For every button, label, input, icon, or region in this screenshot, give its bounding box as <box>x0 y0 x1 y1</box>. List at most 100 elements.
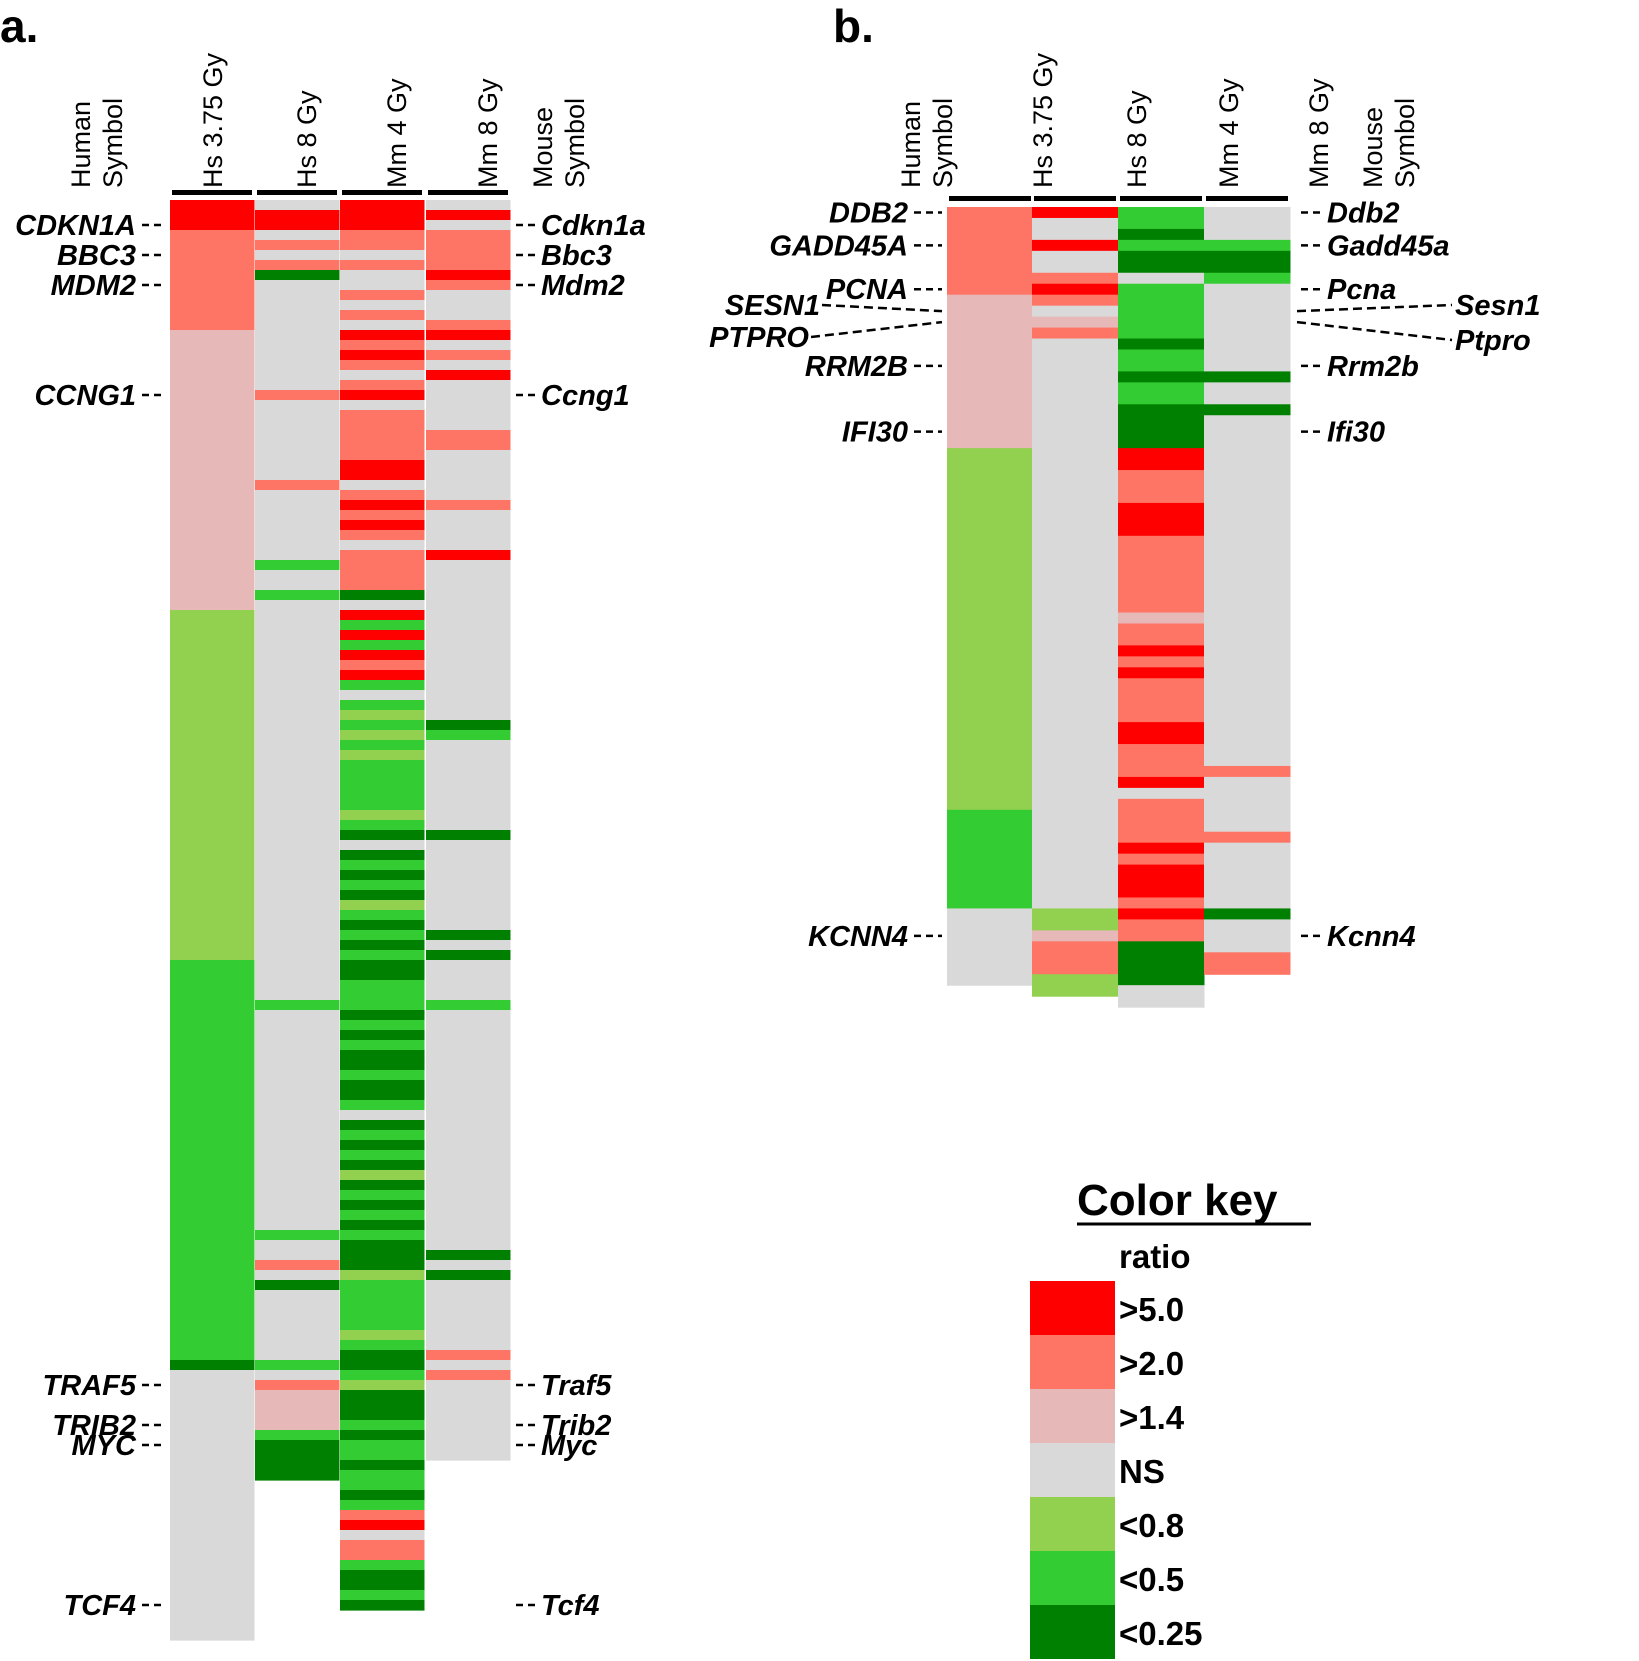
heatmap-cell <box>1118 787 1205 800</box>
heatmap-cell <box>426 340 511 351</box>
panel-b-column-bars <box>949 196 1288 201</box>
heatmap-cell <box>340 1070 425 1081</box>
heatmap-cell <box>340 920 425 931</box>
heatmap-cell <box>426 740 511 831</box>
heatmap-cell <box>340 740 425 751</box>
heatmap-cell <box>340 750 425 761</box>
heatmap-cell <box>340 1590 425 1601</box>
panel-a-header-hs8: Hs 8 Gy <box>292 90 322 188</box>
heatmap-cell <box>340 1220 425 1231</box>
heatmap-cell <box>255 200 340 211</box>
heatmap-cell <box>170 1360 255 1371</box>
mouse-gene-label: Ifi30 <box>1327 417 1385 449</box>
color-key-label: >2.0 <box>1119 1345 1184 1382</box>
column-header-bar <box>949 196 1031 201</box>
color-key-swatch <box>1030 1551 1115 1605</box>
heatmap-cell <box>426 960 511 1001</box>
color-key-label: NS <box>1119 1453 1165 1490</box>
heatmap-cell <box>255 260 340 271</box>
heatmap-cell <box>1118 941 1205 986</box>
heatmap-cell <box>255 480 340 491</box>
human-gene-label: TCF4 <box>64 1590 137 1622</box>
panel-a-heatmap-cells <box>170 200 511 1641</box>
heatmap-cell <box>426 730 511 741</box>
heatmap-cell <box>426 280 511 291</box>
heatmap-cell <box>340 610 425 621</box>
heatmap-cell <box>340 400 425 411</box>
column-header-bar <box>1206 196 1288 201</box>
heatmap-cell <box>340 690 425 701</box>
human-gene-label: CDKN1A <box>15 210 136 242</box>
heatmap-cell <box>340 530 425 541</box>
heatmap-cell <box>426 840 511 931</box>
panel-a-header-hs375: Hs 3.75 Gy <box>198 52 228 188</box>
panel-b-header-mm4: Mm 4 Gy <box>1214 78 1244 188</box>
heatmap-cell <box>426 510 511 551</box>
heatmap-cell <box>1118 667 1205 679</box>
heatmap-cell <box>340 490 425 501</box>
heatmap-cell <box>1118 612 1205 625</box>
heatmap-cell <box>340 1020 425 1031</box>
heatmap-cell <box>1118 228 1205 241</box>
heatmap-cell <box>340 820 425 831</box>
heatmap-cell <box>426 210 511 221</box>
panel-b-header-mm8: Mm 8 Gy <box>1304 78 1334 188</box>
color-key-label: >5.0 <box>1119 1291 1184 1328</box>
heatmap-cell <box>340 1240 425 1271</box>
heatmap-cell <box>340 840 425 851</box>
color-key-swatch <box>1030 1281 1115 1335</box>
mouse-gene-label: Cdkn1a <box>541 210 646 242</box>
heatmap-cell <box>1118 283 1205 340</box>
heatmap-cell <box>340 390 425 401</box>
heatmap-cell <box>340 700 425 711</box>
column-header-bar <box>342 190 422 195</box>
heatmap-cell <box>340 1540 425 1551</box>
heatmap-cell <box>340 1100 425 1111</box>
heatmap-cell <box>340 1050 425 1071</box>
heatmap-cell <box>255 280 340 391</box>
heatmap-cell <box>340 1040 425 1051</box>
heatmap-cell <box>1204 415 1291 767</box>
heatmap-cell <box>1032 974 1119 997</box>
heatmap-cell <box>1032 283 1119 296</box>
color-key-swatch <box>1030 1443 1115 1497</box>
heatmap-cell <box>340 1190 425 1201</box>
heatmap-cell <box>340 1150 425 1161</box>
heatmap-cell <box>1204 207 1291 241</box>
heatmap-cell <box>1204 919 1291 953</box>
heatmap-cell <box>255 1440 340 1481</box>
heatmap-cell <box>340 890 425 901</box>
heatmap-cell <box>426 370 511 381</box>
panel-a-header-mm4: Mm 4 Gy <box>382 78 412 188</box>
column-header-bar <box>428 190 508 195</box>
panel-b-label: b. <box>833 0 874 52</box>
mouse-gene-label: Sesn1 <box>1455 290 1540 322</box>
heatmap-cell <box>340 330 425 341</box>
heatmap-cell <box>255 270 340 281</box>
mouse-gene-label: Ccng1 <box>541 380 630 412</box>
human-gene-label: TRIB2 <box>52 1410 136 1442</box>
heatmap-cell <box>426 350 511 361</box>
heatmap-cell <box>1118 798 1205 844</box>
heatmap-cell <box>340 1130 425 1141</box>
heatmap-cell <box>426 320 511 331</box>
color-key-label: <0.25 <box>1119 1615 1203 1652</box>
human-gene-label: DDB2 <box>829 197 908 229</box>
heatmap-cell <box>1032 338 1119 910</box>
heatmap-cell <box>340 1430 425 1441</box>
heatmap-cell <box>340 850 425 861</box>
heatmap-cell <box>255 1010 340 1231</box>
heatmap-cell <box>426 1270 511 1281</box>
heatmap-cell <box>340 930 425 941</box>
heatmap-cell <box>947 809 1034 910</box>
heatmap-cell <box>1118 535 1205 614</box>
heatmap-cell <box>340 230 425 251</box>
heatmap-cell <box>170 230 255 331</box>
panel-a-column-bars <box>172 190 508 195</box>
panel-a-label: a. <box>0 0 38 52</box>
heatmap-cell <box>426 500 511 511</box>
mouse-gene-label: Pcna <box>1327 274 1396 306</box>
heatmap-cell <box>340 500 425 511</box>
heatmap-cell <box>340 340 425 351</box>
heatmap-cell <box>1032 294 1119 307</box>
